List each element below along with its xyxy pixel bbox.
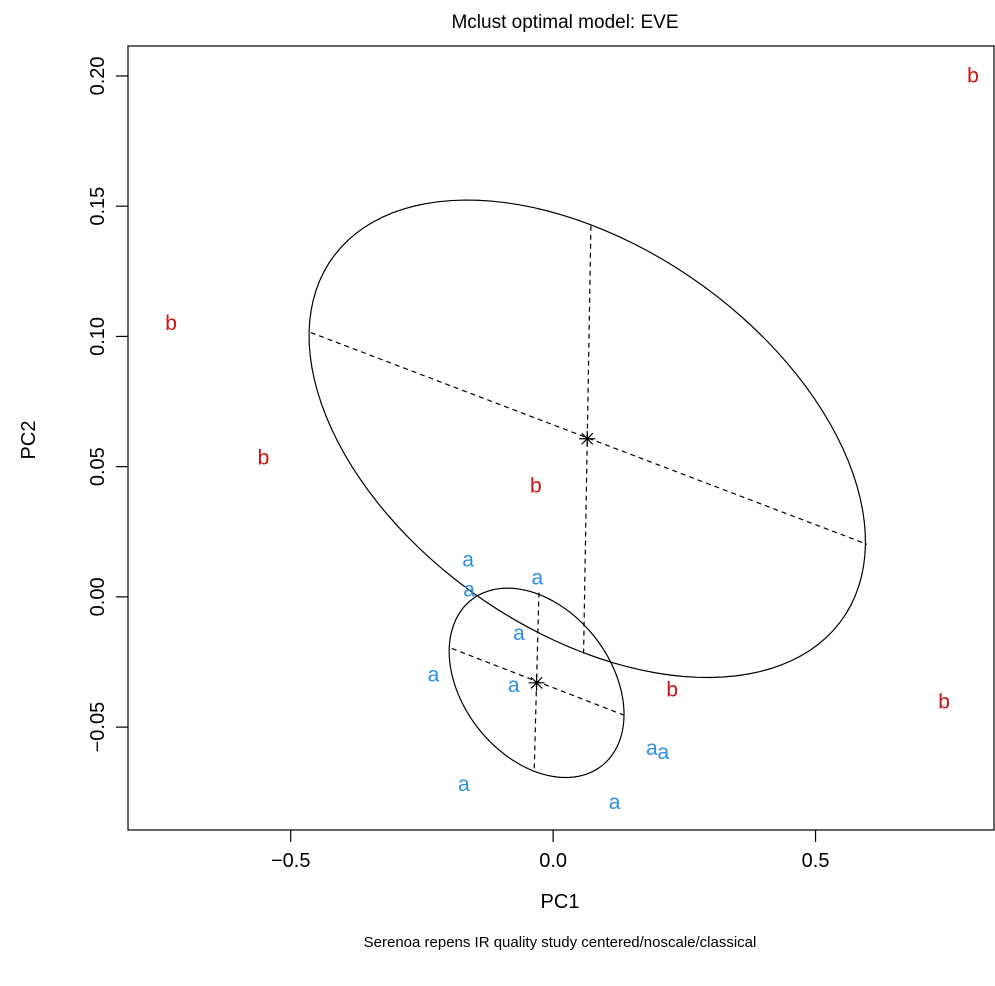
y-axis-label: PC2: [18, 421, 40, 460]
chart-subtitle: Serenoa repens IR quality study centered…: [364, 934, 757, 951]
y-axis: −0.05 0.00 0.05 0.10 0.15 0.20: [87, 56, 128, 752]
cluster-center-marker: [528, 674, 545, 691]
data-point-a: a: [428, 664, 440, 687]
x-axis: −0.5 0.0 0.5: [271, 830, 829, 872]
data-point-a: a: [513, 622, 525, 645]
ellipse-minor-axis: [533, 592, 540, 770]
data-point-a: a: [646, 737, 658, 760]
data-point-a: a: [458, 773, 470, 796]
data-point-b: b: [938, 691, 950, 714]
y-tick-label: 0.10: [87, 317, 109, 356]
data-point-a: a: [609, 791, 621, 814]
y-tick-label: 0.15: [87, 187, 109, 226]
data-point-a: a: [532, 567, 544, 590]
plot-frame: [127, 45, 995, 831]
x-tick-label: 0.5: [802, 850, 830, 872]
cluster-ellipses: [308, 199, 868, 779]
data-point-b: b: [165, 312, 177, 335]
data-point-a: a: [462, 548, 474, 571]
y-tick-label: 0.20: [87, 56, 109, 95]
chart-title: Mclust optimal model: EVE: [451, 12, 678, 33]
data-point-b: b: [666, 678, 678, 701]
data-point-b: b: [530, 475, 542, 498]
cluster-ellipse: [308, 199, 867, 679]
data-point-b: b: [258, 447, 270, 470]
y-tick-label: −0.05: [87, 702, 109, 753]
data-point-a: a: [508, 674, 520, 697]
x-axis-label: PC1: [541, 891, 580, 913]
y-tick-label: 0.05: [87, 447, 109, 486]
data-point-a: a: [463, 579, 475, 602]
x-tick-label: 0.0: [539, 850, 567, 872]
cluster-ellipse: [448, 587, 625, 779]
y-tick-label: 0.00: [87, 577, 109, 616]
cluster-center-marker: [579, 430, 596, 447]
data-point-a: a: [658, 741, 670, 764]
x-tick-label: −0.5: [271, 850, 310, 872]
data-point-b: b: [967, 64, 979, 87]
